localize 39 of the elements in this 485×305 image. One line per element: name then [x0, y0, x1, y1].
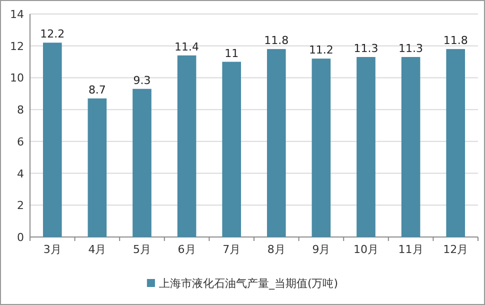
data-label: 9.3 [133, 74, 151, 87]
bar [446, 49, 466, 237]
x-tick-label: 10月 [354, 243, 378, 256]
bar [401, 57, 420, 237]
data-label: 11.4 [174, 40, 200, 54]
x-tick-label: 8月 [267, 243, 286, 256]
data-label: 11.3 [398, 42, 424, 56]
y-tick-label: 10 [10, 72, 24, 85]
data-label: 11.8 [443, 34, 468, 48]
bar [132, 88, 152, 237]
data-label: 11.3 [354, 42, 378, 56]
y-tick-label: 14 [10, 8, 24, 21]
y-tick-label: 0 [17, 231, 24, 244]
y-tick-label: 2 [17, 199, 24, 212]
data-label: 11.2 [308, 44, 334, 57]
x-tick-label: 5月 [133, 243, 151, 256]
x-tick-label: 9月 [312, 243, 330, 256]
data-label: 8.7 [88, 83, 106, 96]
legend-label: 上海市液化石油气产量_当期值(万吨) [158, 277, 338, 290]
bar [177, 55, 196, 237]
x-tick-label: 11月 [398, 243, 424, 256]
x-tick-label: 7月 [222, 243, 241, 256]
data-label: 12.2 [40, 28, 65, 41]
y-tick-label: 6 [17, 135, 24, 148]
y-tick-label: 12 [10, 40, 24, 53]
x-tick-label: 12月 [443, 243, 468, 256]
bar [356, 57, 376, 237]
x-tick-label: 6月 [178, 243, 196, 256]
bar [222, 62, 242, 237]
data-label: 11.8 [264, 34, 289, 48]
data-label: 11 [224, 46, 239, 60]
bar [42, 42, 62, 237]
x-tick-label: 4月 [88, 243, 106, 256]
bar [312, 58, 331, 237]
y-tick-label: 8 [17, 104, 24, 117]
bar [266, 49, 286, 237]
x-tick-label: 3月 [43, 243, 62, 256]
y-tick-label: 4 [17, 167, 24, 180]
bar [88, 98, 107, 237]
